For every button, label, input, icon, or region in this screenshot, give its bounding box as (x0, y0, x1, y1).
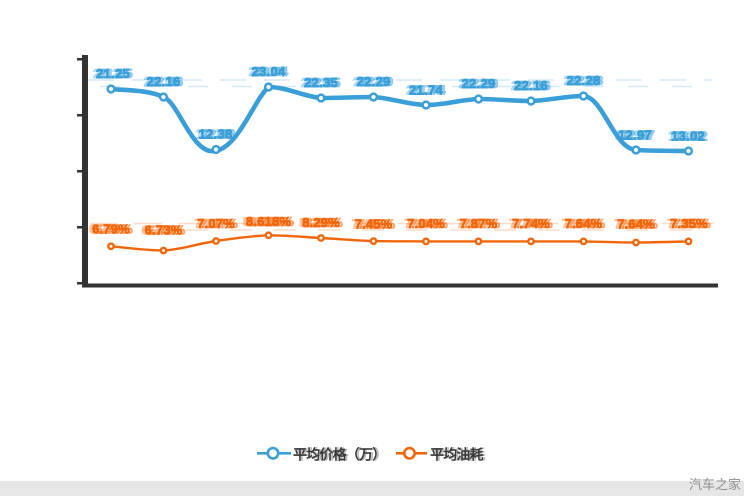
svg-text:7.87%: 7.87% (460, 216, 498, 231)
svg-text:6.79%: 6.79% (92, 222, 130, 237)
svg-text:22.16: 22.16 (146, 74, 180, 89)
svg-text:12.38: 12.38 (198, 127, 232, 142)
svg-text:12.97: 12.97 (618, 128, 652, 143)
svg-text:7.45%: 7.45% (355, 217, 393, 232)
svg-text:汽车之家: 汽车之家 (689, 477, 741, 492)
svg-text:22.28: 22.28 (566, 73, 600, 88)
svg-text:22.16: 22.16 (514, 78, 548, 93)
svg-text:7.04%: 7.04% (407, 216, 445, 231)
svg-text:8.618%: 8.618% (246, 214, 292, 229)
svg-text:13.02: 13.02 (671, 129, 705, 144)
svg-text:7.64%: 7.64% (617, 217, 655, 232)
svg-text:6.73%: 6.73% (145, 223, 183, 238)
svg-text:21.25: 21.25 (96, 66, 130, 81)
svg-text:平均油耗: 平均油耗 (430, 446, 484, 462)
svg-text:平均价格（万）: 平均价格（万） (293, 446, 385, 462)
svg-text:22.29: 22.29 (461, 76, 495, 91)
svg-text:23.04: 23.04 (251, 64, 286, 79)
svg-text:21.74: 21.74 (409, 83, 444, 98)
svg-text:7.64%: 7.64% (565, 216, 603, 231)
svg-text:22.29: 22.29 (356, 74, 390, 89)
svg-text:7.35%: 7.35% (670, 216, 708, 231)
svg-text:8.29%: 8.29% (302, 215, 340, 230)
svg-text:7.07%: 7.07% (197, 216, 235, 231)
svg-text:7.74%: 7.74% (512, 216, 550, 231)
svg-text:22.35: 22.35 (304, 75, 338, 90)
